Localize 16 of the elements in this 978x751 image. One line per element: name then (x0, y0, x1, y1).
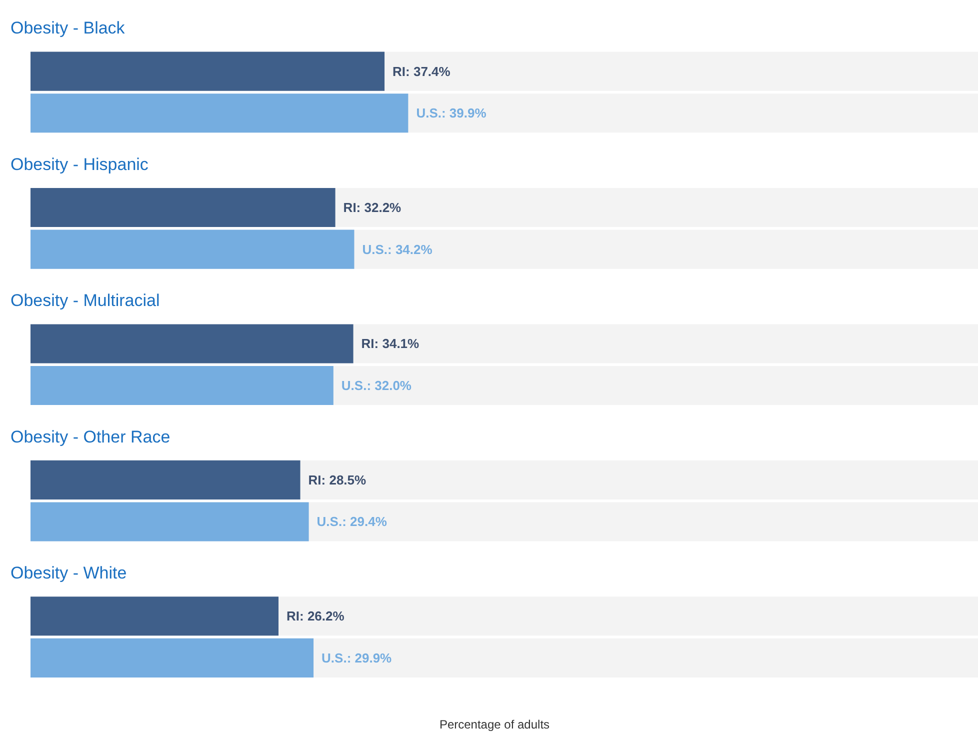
y-tick-label: Obesity - White (10, 564, 127, 583)
data-label: RI: 34.1% (361, 336, 420, 352)
y-tick-label: Obesity - Hispanic (10, 154, 149, 174)
x-axis-title: Percentage of adults (439, 718, 550, 732)
y-tick-label: Obesity - Multiracial (10, 291, 160, 310)
data-label: U.S.: 39.9% (416, 106, 487, 121)
y-tick-label: Obesity - Other Race (10, 427, 170, 446)
data-label: RI: 32.2% (343, 200, 402, 216)
data-label: U.S.: 29.4% (316, 514, 388, 530)
data-label: RI: 37.4% (392, 64, 451, 79)
data-label: RI: 28.5% (308, 472, 367, 488)
data-label: U.S.: 34.2% (362, 242, 433, 257)
y-tick-label: Obesity - Black (10, 18, 126, 38)
data-label: RI: 26.2% (286, 608, 345, 624)
data-label: U.S.: 29.9% (322, 650, 392, 666)
data-label: U.S.: 32.0% (341, 378, 412, 394)
